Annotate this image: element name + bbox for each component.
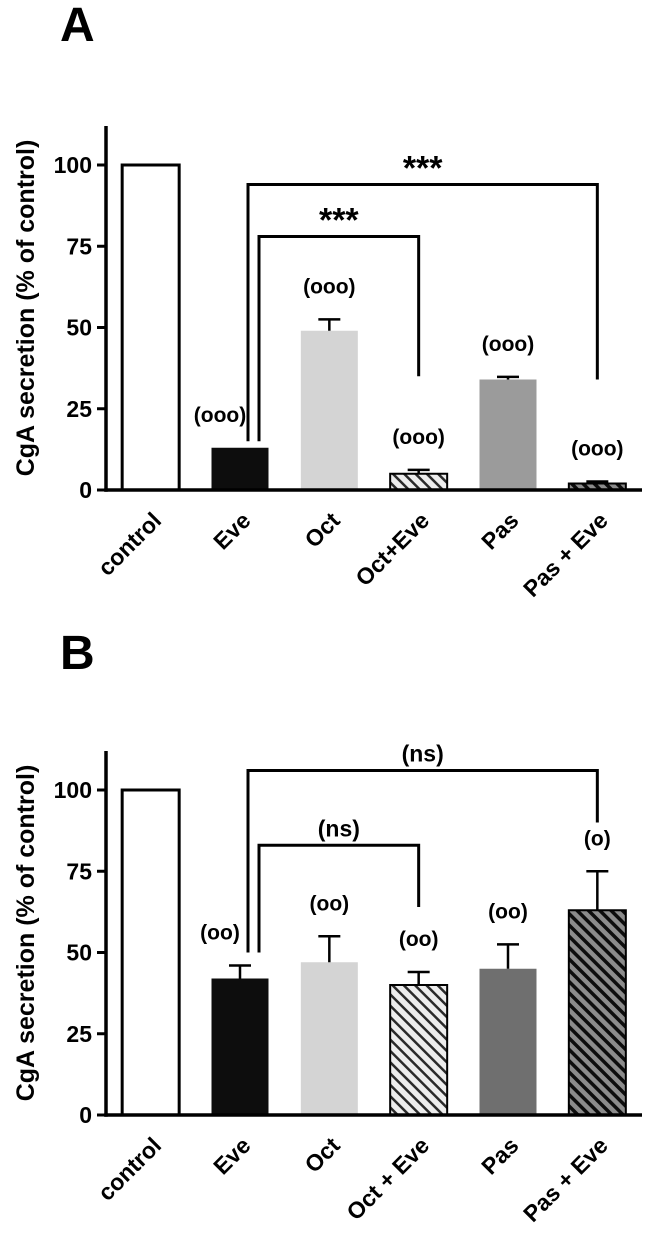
sig-bracket <box>246 769 599 953</box>
sig-bracket <box>246 183 599 442</box>
bar-Pas + Eve <box>567 909 627 1116</box>
bar-label: (ooo) <box>392 426 444 449</box>
x-tick-label: Pas <box>476 507 523 554</box>
bar-label: (oo) <box>399 928 439 951</box>
sig-label: *** <box>319 202 359 240</box>
y-tick-label: 75 <box>66 233 92 259</box>
sig-label: *** <box>403 150 443 188</box>
bar-label: (o) <box>584 827 611 850</box>
x-tick-label: Pas + Eve <box>518 507 613 602</box>
y-tick-label: 0 <box>79 477 92 503</box>
y-tick-label: 50 <box>66 940 92 966</box>
bar-Pas <box>479 379 537 490</box>
bar-label: (oo) <box>310 892 350 915</box>
bar-control <box>120 788 181 1117</box>
bar-Pas <box>479 968 537 1115</box>
x-tick-label: Oct + Eve <box>341 1132 434 1225</box>
x-tick-label: Pas + Eve <box>518 1132 613 1227</box>
bar-Oct <box>300 330 358 490</box>
y-tick-label: 100 <box>54 152 92 178</box>
y-tick-label: 25 <box>66 396 92 422</box>
bar-label: (oo) <box>488 900 528 923</box>
bar-control <box>120 163 181 492</box>
sig-bracket <box>257 843 421 953</box>
x-tick-label: Oct+Eve <box>350 507 434 591</box>
bar-label: (oo) <box>200 922 240 945</box>
y-axis-label: CgA secretion (% of control) <box>12 140 40 477</box>
panel-a-label: A <box>60 0 95 52</box>
y-axis-label: CgA secretion (% of control) <box>12 765 40 1102</box>
y-tick-label: 50 <box>66 315 92 341</box>
x-tick-label: Oct <box>299 1132 345 1178</box>
x-tick-label: Pas <box>476 1132 523 1179</box>
y-tick-label: 25 <box>66 1021 92 1047</box>
bar-label: (ooo) <box>303 275 355 298</box>
bar-Oct + Eve <box>389 984 449 1116</box>
bar-Eve <box>211 978 269 1115</box>
x-tick-label: Eve <box>208 1132 255 1179</box>
sig-bracket <box>257 235 421 442</box>
bar-label: (ooo) <box>571 438 623 461</box>
x-tick-label: Oct <box>299 507 345 553</box>
panel-b-label: B <box>60 627 95 680</box>
bar-Eve <box>211 447 269 490</box>
x-tick-label: control <box>93 1132 167 1206</box>
sig-label: (ns) <box>402 741 444 767</box>
chart-panel-b: (oo) (oo) (oo) (oo) (o) 0 25 50 75 100 CgA secreti… <box>12 741 642 1227</box>
chart-panel-a: (ooo) (ooo) (ooo) (ooo) (ooo) 0 25 50 75 100 CgA s… <box>12 126 642 602</box>
y-tick-label: 100 <box>54 777 92 803</box>
y-tick-label: 75 <box>66 858 92 884</box>
x-tick-label: control <box>93 507 167 581</box>
bar-Oct+Eve <box>389 472 449 491</box>
bar-label: (ooo) <box>482 333 534 356</box>
bar-label: (ooo) <box>194 404 246 427</box>
bar-Oct <box>300 962 358 1115</box>
x-tick-label: Eve <box>208 507 255 554</box>
sig-label: (ns) <box>318 815 360 841</box>
y-tick-label: 0 <box>79 1102 92 1128</box>
